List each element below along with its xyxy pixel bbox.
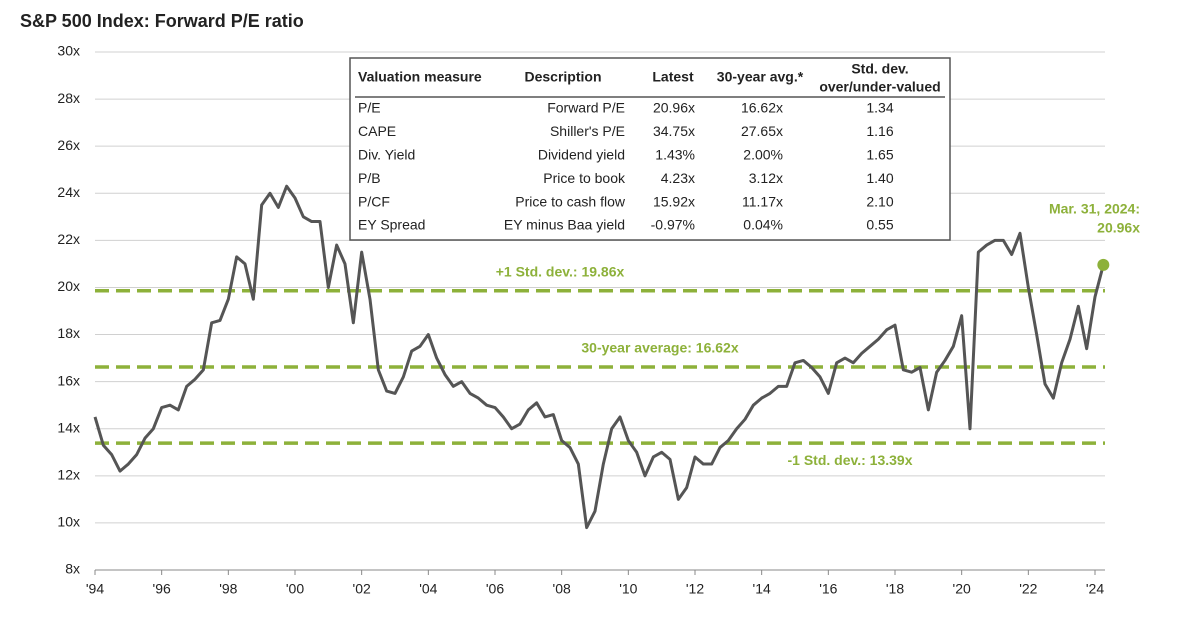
table-cell: 0.04%	[743, 217, 783, 233]
table-cell: Div. Yield	[358, 147, 415, 163]
table-cell: -0.97%	[651, 217, 695, 233]
x-tick-label: '08	[553, 581, 571, 597]
table-cell: P/CF	[358, 193, 390, 209]
y-tick-label: 28x	[57, 90, 80, 106]
table-box	[349, 57, 951, 241]
y-tick-label: 24x	[57, 184, 80, 200]
table-cell: Price to book	[543, 170, 626, 186]
table-cell: Dividend yield	[538, 147, 625, 163]
line	[93, 184, 1105, 530]
end-point	[1097, 258, 1110, 271]
reference-label: -1 Std. dev.: 13.39x	[787, 452, 912, 468]
table-cell: 1.16	[866, 123, 893, 139]
y-tick-label: 26x	[57, 137, 80, 153]
table-header: Latest	[652, 69, 694, 85]
table-cell: Price to cash flow	[515, 193, 626, 209]
table-header: over/under-valued	[819, 79, 940, 95]
table-cell: 3.12x	[749, 170, 783, 186]
y-tick-label: 10x	[57, 514, 80, 530]
table-cell: Shiller's P/E	[550, 123, 625, 139]
table-cell: 1.40	[866, 170, 893, 186]
x-tick-label: '14	[753, 581, 771, 597]
table-cell: 1.43%	[655, 147, 695, 163]
table-cell: 20.96x	[653, 100, 695, 116]
table-cell: 2.10	[866, 193, 893, 209]
table-cell: EY minus Baa yield	[504, 217, 625, 233]
table-cell: EY Spread	[358, 217, 425, 233]
x-tick-label: '16	[819, 581, 837, 597]
table-cell: P/E	[358, 100, 381, 116]
table-header: 30-year avg.*	[717, 69, 804, 85]
x-tick-label: '22	[1019, 581, 1037, 597]
table-header: Valuation measure	[358, 69, 482, 85]
y-tick-label: 20x	[57, 278, 80, 294]
reference-label: 30-year average: 16.62x	[581, 340, 738, 356]
annotation: Mar. 31, 2024:	[1049, 201, 1140, 217]
x-tick-label: '04	[419, 581, 437, 597]
table-cell: CAPE	[358, 123, 396, 139]
table-cell: P/B	[358, 170, 381, 186]
table-cell: 16.62x	[741, 100, 783, 116]
y-tick-label: 22x	[57, 231, 80, 247]
x-tick-label: '24	[1086, 581, 1104, 597]
table-cell: 11.17x	[742, 193, 783, 209]
x-tick-label: '06	[486, 581, 504, 597]
x-tick-label: '10	[619, 581, 637, 597]
x-tick-label: '18	[886, 581, 904, 597]
table-cell: 0.55	[866, 217, 893, 233]
x-tick-label: '98	[219, 581, 237, 597]
x-tick-label: '02	[353, 581, 371, 597]
table-cell: 1.65	[866, 147, 893, 163]
table-cell: 27.65x	[741, 123, 783, 139]
x-tick-label: '12	[686, 581, 704, 597]
table-cell: Forward P/E	[547, 100, 625, 116]
x-tick-label: '20	[953, 581, 971, 597]
y-tick-label: 30x	[57, 43, 80, 59]
y-tick-label: 8x	[65, 561, 80, 577]
table-cell: 4.23x	[661, 170, 695, 186]
chart-title: S&P 500 Index: Forward P/E ratio	[20, 11, 304, 31]
x-tick-label: '00	[286, 581, 304, 597]
x-tick-label: '94	[86, 581, 104, 597]
y-tick-label: 14x	[57, 419, 80, 435]
table-header: Description	[524, 69, 601, 85]
table-cell: 15.92x	[653, 193, 695, 209]
y-tick-label: 18x	[57, 325, 80, 341]
annotation: 20.96x	[1097, 220, 1140, 236]
table-cell: 1.34	[866, 100, 893, 116]
y-tick-label: 12x	[57, 467, 80, 483]
y-tick-label: 16x	[57, 372, 80, 388]
table-header: Std. dev.	[851, 61, 908, 77]
table-cell: 2.00%	[743, 147, 783, 163]
x-tick-label: '96	[153, 581, 171, 597]
reference-label: +1 Std. dev.: 19.86x	[496, 263, 625, 279]
table-cell: 34.75x	[653, 123, 695, 139]
